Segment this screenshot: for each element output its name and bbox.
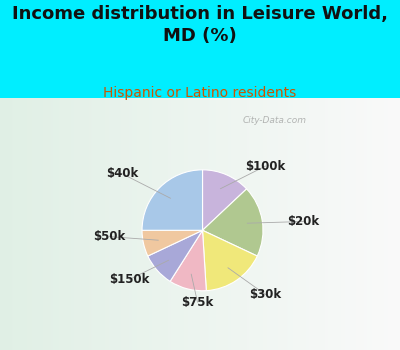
Text: Hispanic or Latino residents: Hispanic or Latino residents <box>103 86 297 100</box>
Wedge shape <box>142 170 202 230</box>
Text: $150k: $150k <box>109 273 150 286</box>
Text: $75k: $75k <box>181 296 214 309</box>
Text: $20k: $20k <box>287 215 319 228</box>
Text: $100k: $100k <box>245 160 286 173</box>
Wedge shape <box>142 230 202 256</box>
Wedge shape <box>202 189 263 256</box>
Wedge shape <box>148 230 202 281</box>
Text: $40k: $40k <box>106 167 138 180</box>
Text: $30k: $30k <box>250 288 282 301</box>
Text: Income distribution in Leisure World,
MD (%): Income distribution in Leisure World, MD… <box>12 5 388 46</box>
Wedge shape <box>202 230 257 290</box>
Wedge shape <box>202 170 247 230</box>
Text: $50k: $50k <box>93 230 126 243</box>
Wedge shape <box>170 230 206 291</box>
Text: City-Data.com: City-Data.com <box>243 116 307 125</box>
